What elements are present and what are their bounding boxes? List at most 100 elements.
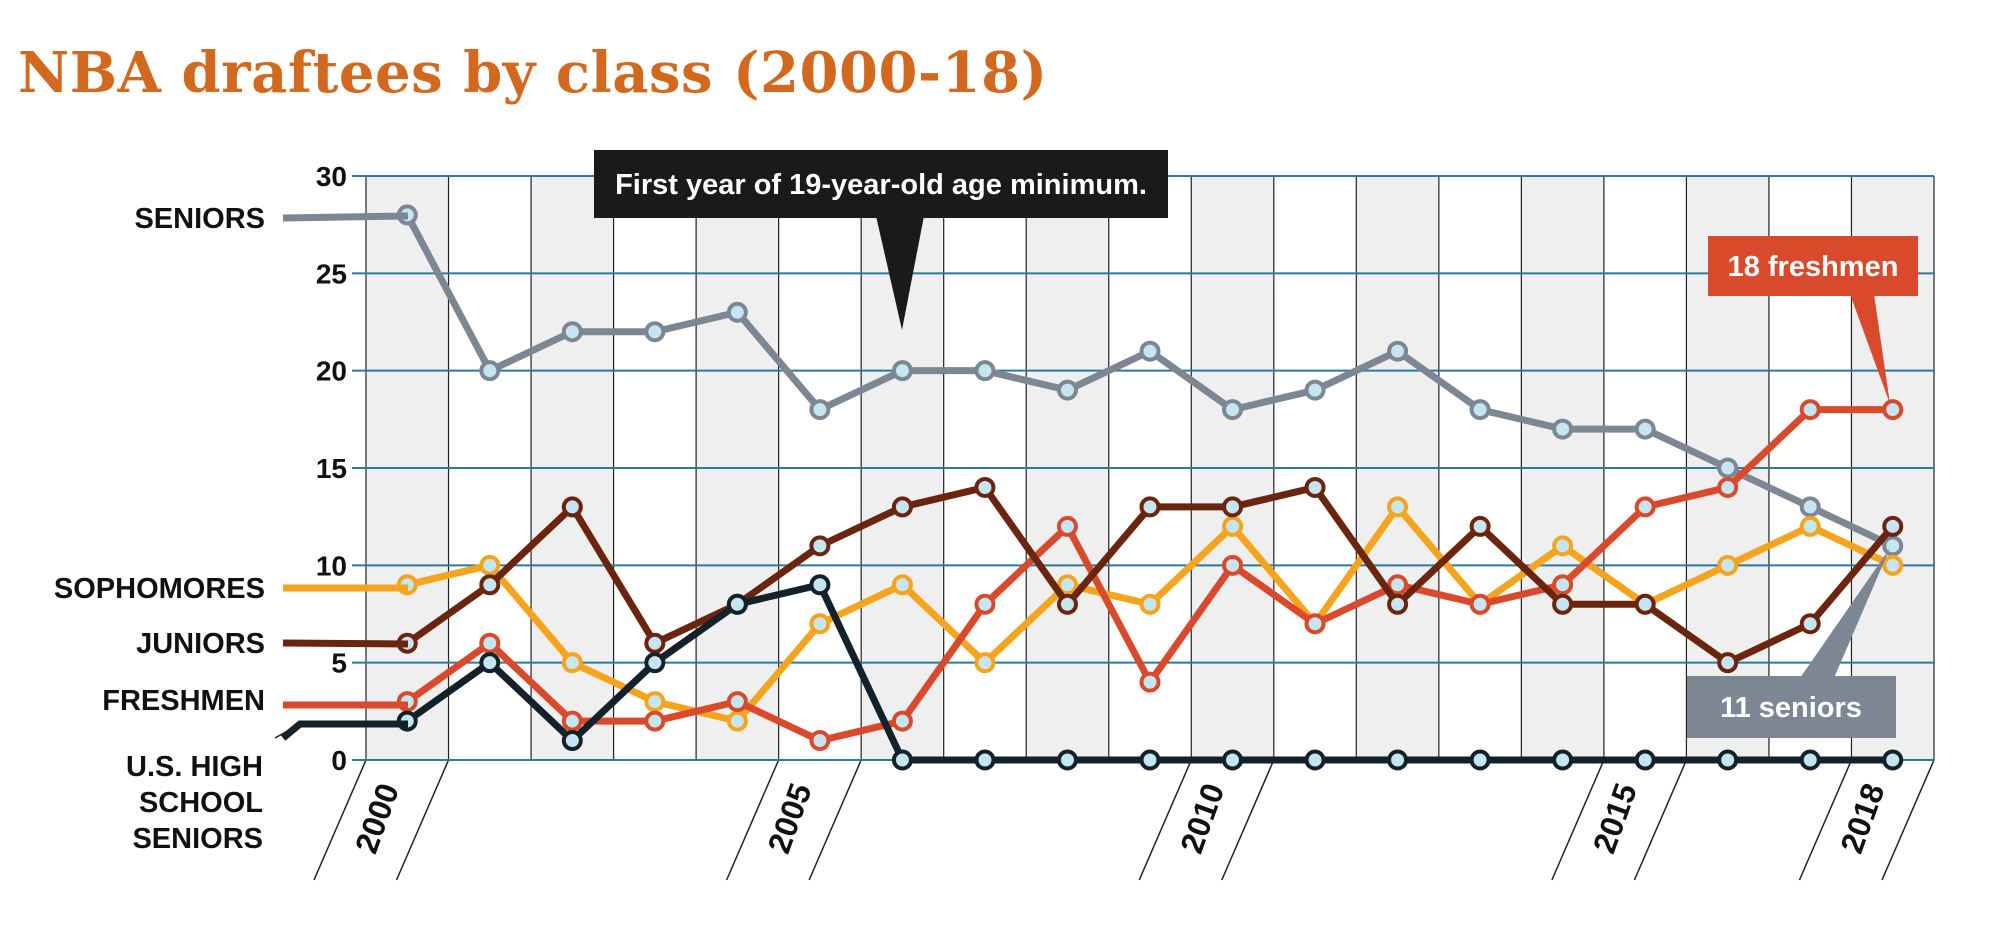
data-point: [974, 749, 996, 771]
data-point: [1717, 554, 1739, 576]
series-label: SOPHOMORES: [54, 573, 265, 605]
data-point: [1387, 496, 1409, 518]
y-tick-label: 25: [316, 258, 347, 289]
data-point: [1799, 496, 1821, 518]
data-point: [1634, 593, 1656, 615]
data-point: [561, 652, 583, 674]
data-point: [891, 360, 913, 382]
data-point: [1469, 399, 1491, 421]
series-juniors: [396, 476, 1904, 674]
data-point: [1056, 515, 1078, 537]
data-point: [1552, 593, 1574, 615]
data-point: [809, 535, 831, 557]
data-point: [974, 476, 996, 498]
data-point: [561, 321, 583, 343]
series-freshmen: [396, 399, 1904, 752]
data-point: [1056, 379, 1078, 401]
data-point: [1387, 574, 1409, 596]
data-point: [644, 691, 666, 713]
data-point: [561, 710, 583, 732]
y-axis-tick-labels: 0 5 10 15 20 25 30: [316, 161, 347, 776]
data-point: [1799, 613, 1821, 635]
data-point: [1717, 457, 1739, 479]
data-point: [891, 574, 913, 596]
tick-guide-line: [1881, 759, 1935, 881]
data-point: [479, 632, 501, 654]
series-labels: SENIORS SOPHOMORES JUNIORS FRESHMEN U.S. HIG…: [54, 203, 409, 855]
data-point: [1717, 476, 1739, 498]
data-point: [809, 399, 831, 421]
y-tick-label: 0: [331, 745, 347, 776]
data-point: [1056, 749, 1078, 771]
data-point: [1222, 554, 1244, 576]
data-point: [974, 360, 996, 382]
tick-guide-line: [725, 759, 780, 881]
data-point: [561, 496, 583, 518]
series-label-leader: [274, 723, 301, 739]
data-point: [1634, 496, 1656, 518]
data-point: [1387, 593, 1409, 615]
series-label: FRESHMEN: [102, 685, 265, 717]
data-point: [1222, 399, 1244, 421]
data-point: [1882, 399, 1904, 421]
chart-title: NBA draftees by class (2000-18): [18, 40, 1048, 106]
callouts: First year of 19-year-old age minimum. 18…: [594, 150, 1918, 738]
data-point: [1304, 476, 1326, 498]
data-point: [1387, 340, 1409, 362]
data-point: [891, 710, 913, 732]
series-label: SENIORS: [134, 203, 265, 235]
data-point: [1634, 418, 1656, 440]
data-point: [644, 710, 666, 732]
series-label-leader: [282, 639, 409, 648]
data-point: [726, 301, 748, 323]
data-point: [1882, 749, 1904, 771]
series-u-s-high-school-seniors: [396, 574, 1904, 771]
data-point: [479, 574, 501, 596]
data-point: [1799, 399, 1821, 421]
x-tick-label: 2005: [760, 779, 818, 858]
series-lines: [396, 204, 1904, 771]
callout-age-minimum-box: [594, 150, 1168, 218]
data-point: [891, 496, 913, 518]
tick-guide-line: [1798, 759, 1853, 881]
data-point: [726, 593, 748, 615]
data-point: [1387, 749, 1409, 771]
data-point: [1139, 749, 1161, 771]
series-label: JUNIORS: [136, 628, 265, 660]
x-axis-tick-labels: 2000 2005 2010 2015 2018: [348, 779, 1892, 858]
data-point: [1882, 535, 1904, 557]
data-point: [726, 691, 748, 713]
data-point: [1882, 554, 1904, 576]
data-point: [479, 554, 501, 576]
data-point: [1552, 535, 1574, 557]
y-tick-label: 10: [316, 550, 347, 581]
data-point: [1222, 749, 1244, 771]
data-point: [1634, 749, 1656, 771]
data-point: [1222, 515, 1244, 537]
data-point: [1139, 671, 1161, 693]
data-point: [479, 652, 501, 674]
callout-freshmen-box: [1708, 236, 1918, 296]
tick-guide-line: [1138, 759, 1192, 881]
series-label: U.S. HIGH SCHOOL SENIORS: [126, 751, 263, 855]
tick-guide-line: [1221, 759, 1275, 881]
y-tick-label: 15: [316, 453, 347, 484]
data-point: [1139, 340, 1161, 362]
data-point: [1717, 652, 1739, 674]
data-point: [974, 652, 996, 674]
y-tick-label: 20: [316, 356, 347, 387]
data-point: [1552, 574, 1574, 596]
data-point: [1552, 749, 1574, 771]
data-point: [1552, 418, 1574, 440]
x-tick-label: 2018: [1833, 779, 1891, 858]
callout-freshmen-text: 18 freshmen: [1728, 251, 1899, 283]
data-point: [1469, 515, 1491, 537]
data-point: [644, 321, 666, 343]
data-point: [891, 749, 913, 771]
data-point: [561, 730, 583, 752]
data-point: [1799, 515, 1821, 537]
callout-age-minimum-pointer: [876, 216, 924, 330]
callout-seniors-text: 11 seniors: [1720, 692, 1862, 724]
data-point: [1469, 593, 1491, 615]
